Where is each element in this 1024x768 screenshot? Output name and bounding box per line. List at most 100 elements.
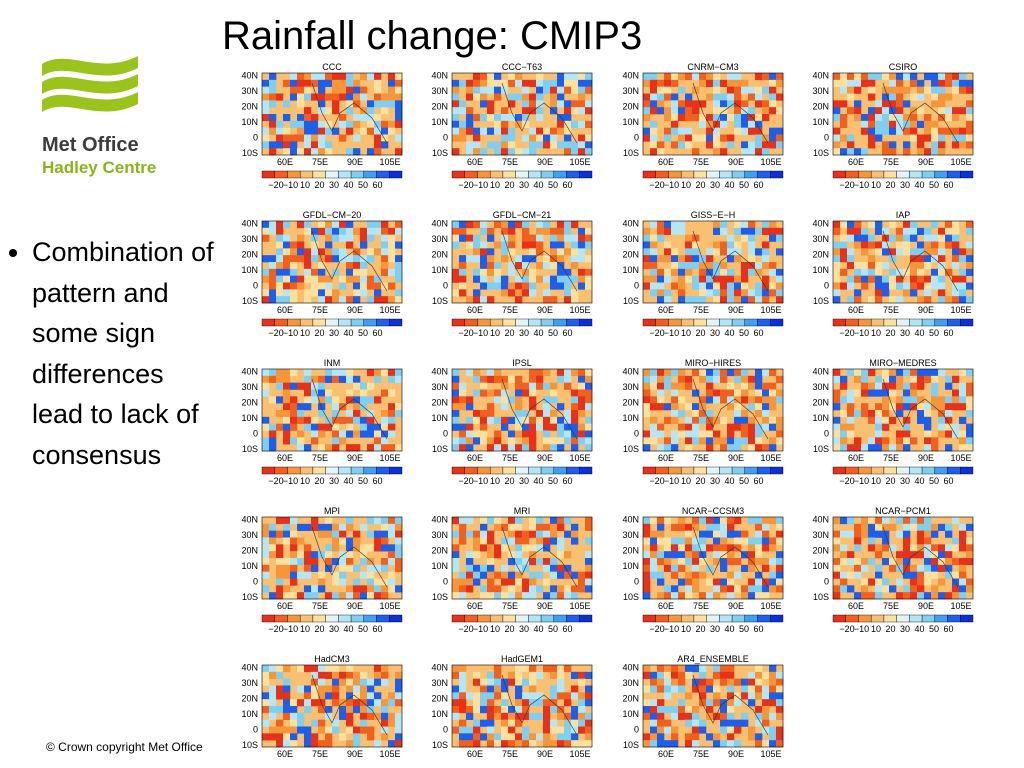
map-cell — [727, 444, 735, 452]
map-cell — [346, 517, 354, 525]
map-cell — [889, 268, 897, 276]
map-cell — [966, 127, 974, 135]
map-cell — [882, 248, 890, 256]
map-frame — [261, 220, 403, 304]
map-cell — [882, 544, 890, 552]
map-cell — [346, 671, 354, 679]
map-cell — [706, 141, 714, 149]
map-cell — [381, 558, 389, 566]
map-cell — [487, 551, 495, 559]
map-cell — [550, 389, 558, 397]
map-cell — [269, 148, 277, 156]
map-cell — [388, 268, 396, 276]
map-cell — [868, 517, 876, 525]
map-cell — [276, 262, 284, 270]
map-cell — [585, 403, 593, 411]
map-cell — [262, 86, 270, 94]
map-cell — [325, 107, 333, 115]
map-cell — [755, 114, 763, 122]
map-cell — [374, 423, 382, 431]
map-cell — [938, 73, 946, 81]
map-cell — [283, 382, 291, 390]
map-cell — [692, 537, 700, 545]
map-cell — [952, 389, 960, 397]
map-cell — [889, 93, 897, 101]
lon-label: 105E — [569, 749, 590, 759]
colorbar-swatch — [744, 318, 758, 327]
map-cell — [910, 134, 918, 142]
map-frame — [451, 368, 593, 452]
map-cell — [748, 416, 756, 424]
map-cell — [501, 120, 509, 128]
map-cell — [339, 282, 347, 290]
colorbar-label: 30 — [710, 476, 720, 486]
map-cell — [276, 706, 284, 714]
map-cell — [550, 141, 558, 149]
map-cell — [938, 578, 946, 586]
map-cell — [367, 227, 375, 235]
map-cell — [840, 114, 848, 122]
map-cell — [557, 275, 565, 283]
colorbar-swatch — [832, 614, 846, 623]
map-cell — [685, 665, 693, 673]
map-cell — [262, 134, 270, 142]
map-cell — [459, 699, 467, 707]
map-cell — [692, 148, 700, 156]
lon-label: 90E — [728, 157, 744, 167]
lat-label: 10N — [812, 413, 829, 423]
map-cell — [367, 234, 375, 242]
map-cell — [755, 437, 763, 445]
lat-label: 10N — [241, 117, 258, 127]
map-cell — [875, 268, 883, 276]
map-cell — [755, 289, 763, 297]
map-cell — [564, 437, 572, 445]
map-cell — [466, 712, 474, 720]
map-cell — [480, 410, 488, 418]
map-cell — [346, 564, 354, 572]
map-cell — [945, 444, 953, 452]
lon-label: 105E — [569, 305, 590, 315]
map-cell — [966, 437, 974, 445]
map-cell — [304, 148, 312, 156]
map-cell — [346, 221, 354, 229]
map-cell — [346, 234, 354, 242]
map-cell — [353, 120, 361, 128]
map-cell — [755, 127, 763, 135]
map-cell — [388, 444, 396, 452]
lon-label: 90E — [918, 157, 934, 167]
map-cell — [381, 699, 389, 707]
lon-label: 75E — [312, 305, 328, 315]
map-cell — [571, 296, 579, 304]
map-cell — [706, 255, 714, 263]
lat-label: 30N — [812, 86, 829, 96]
map-cell — [678, 551, 686, 559]
map-cell — [395, 134, 403, 142]
map-cell — [755, 296, 763, 304]
map-cell — [269, 726, 277, 734]
map-cell — [297, 410, 305, 418]
map-cell — [748, 241, 756, 249]
map-cell — [304, 665, 312, 673]
map-cell — [332, 578, 340, 586]
map-cell — [564, 120, 572, 128]
map-cell — [727, 706, 735, 714]
map-cell — [487, 107, 495, 115]
map-cell — [360, 719, 368, 727]
map-cell — [332, 410, 340, 418]
colorbar-swatch — [909, 318, 923, 327]
map-cell — [529, 389, 537, 397]
map-cell — [692, 100, 700, 108]
map-cell — [734, 107, 742, 115]
map-frame — [261, 664, 403, 748]
map-cell — [769, 262, 777, 270]
map-cell — [325, 241, 333, 249]
map-cell — [762, 255, 770, 263]
map-cell — [508, 706, 516, 714]
map-cell — [748, 255, 756, 263]
map-cell — [262, 289, 270, 297]
map-cell — [494, 544, 502, 552]
map-cell — [473, 127, 481, 135]
map-cell — [713, 241, 721, 249]
map-cell — [769, 234, 777, 242]
map-cell — [501, 255, 509, 263]
